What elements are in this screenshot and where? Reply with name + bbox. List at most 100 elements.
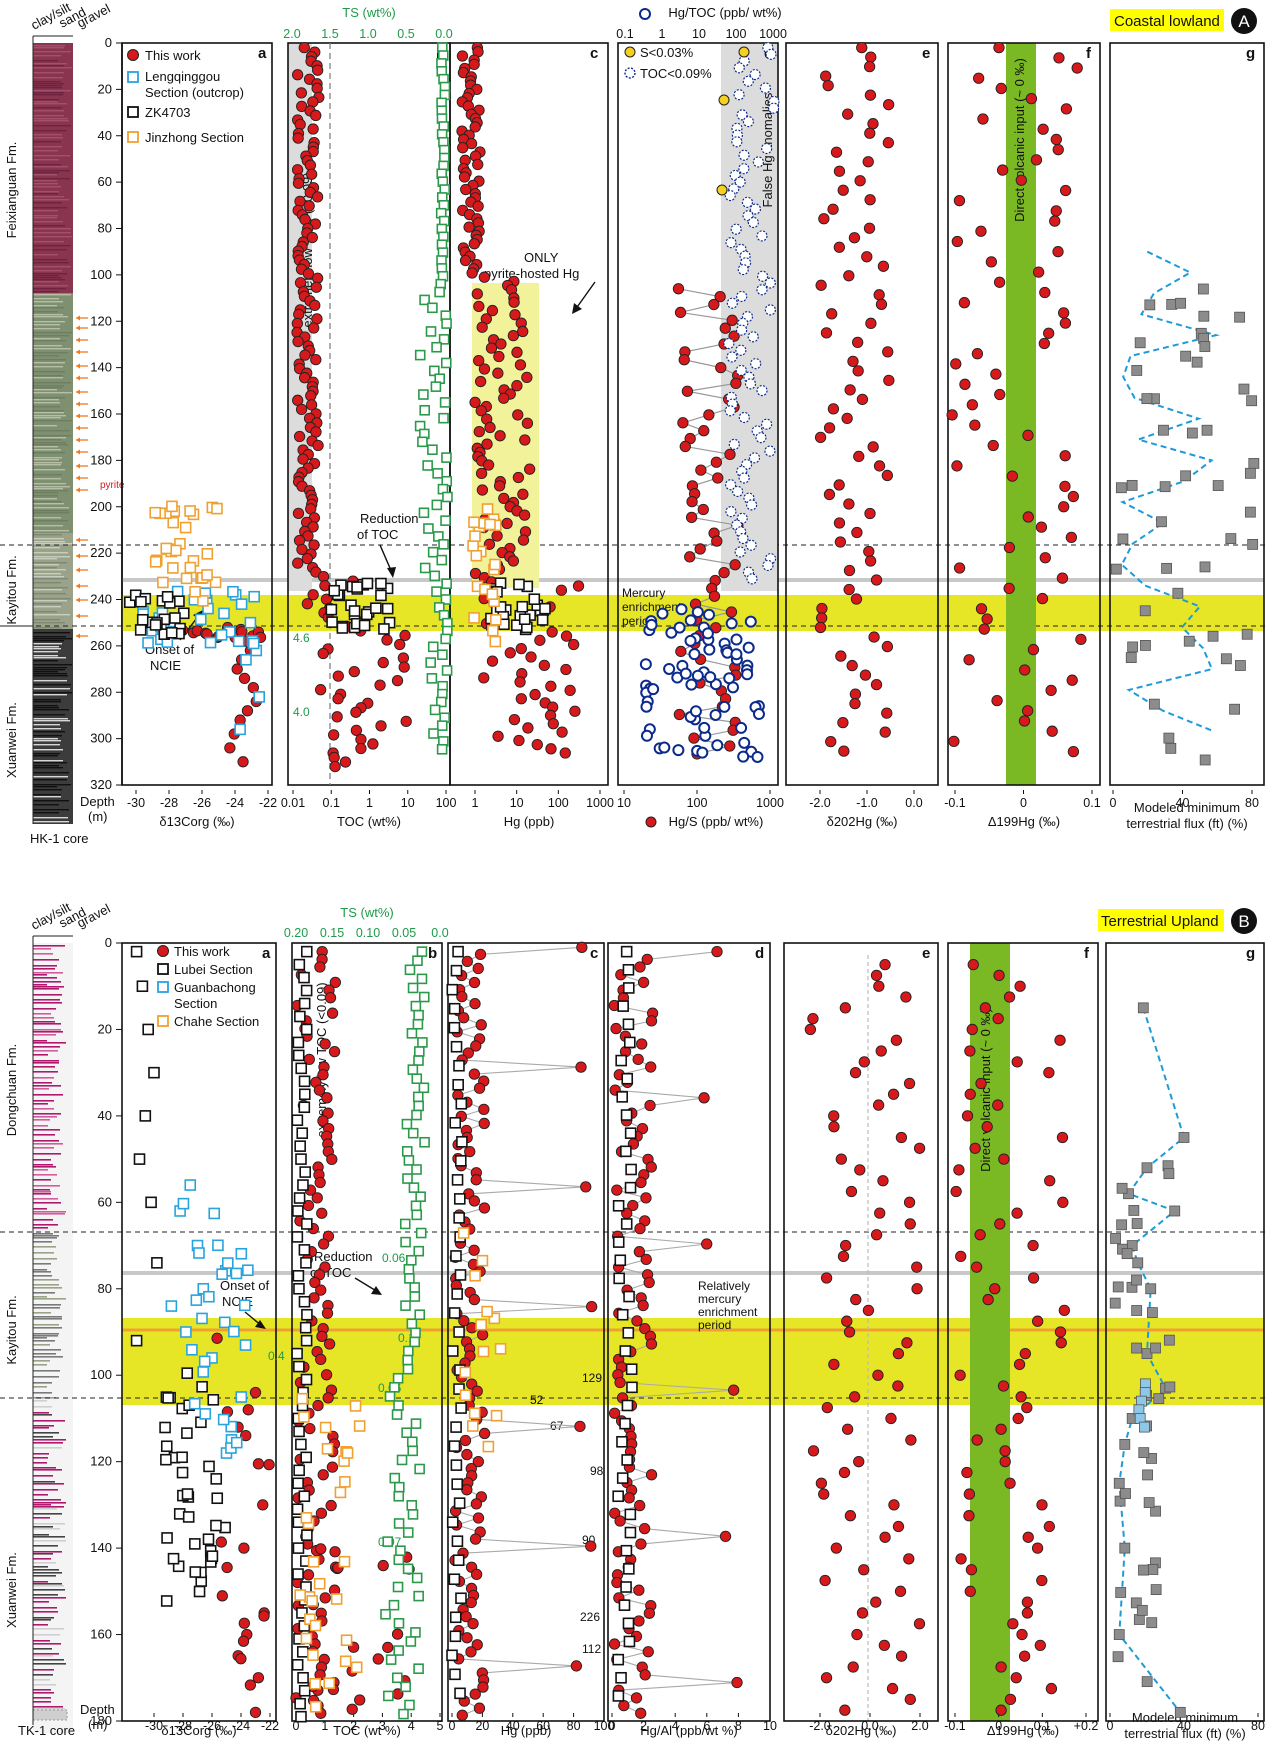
pt-a-d-toc73	[737, 532, 749, 545]
pt-a-c-108	[498, 492, 510, 505]
pt-a-d-23	[695, 464, 707, 476]
pt-a-b-158	[339, 756, 352, 768]
pt-a-f-1	[1053, 52, 1065, 64]
pt-b-f-12	[964, 1088, 976, 1100]
pt-a-d-toc28	[756, 230, 768, 242]
pt-a-g-4	[1191, 356, 1203, 368]
pt-b-f-8	[964, 1045, 976, 1057]
pt-a-b-155	[355, 742, 367, 755]
formation-dongchuan-b: Dongchuan Fm.	[4, 1044, 19, 1137]
pt-b-b-lb0	[300, 945, 313, 958]
pt-b-c-37	[478, 1202, 491, 1214]
legend-marker-s-low	[624, 46, 636, 58]
pt-a-zk-19	[149, 619, 162, 631]
pt-a-lq-9	[234, 723, 246, 736]
reduction-toc-a-1: Reduction	[360, 511, 419, 526]
pt-b-g-c1	[1153, 1393, 1165, 1405]
pt-b-c-70	[459, 1434, 472, 1447]
pt-a-ts-63	[438, 539, 449, 550]
pt-a-b-zk21	[351, 581, 363, 593]
panel-tag-b: B	[1238, 912, 1249, 931]
pt-a-g-11	[1165, 742, 1177, 754]
pt-b-d-lb36	[618, 1599, 631, 1611]
ts-top-tick-b-3: 0.05	[392, 926, 416, 940]
pt-a-e-41	[814, 431, 827, 444]
pt-b-a-c13	[244, 1679, 257, 1691]
pt-b-lb-0	[130, 945, 143, 958]
pt-b-ts-26	[408, 1182, 420, 1193]
pt-a-g-48	[1156, 516, 1167, 528]
pt-a-f-59	[1027, 643, 1040, 656]
pt-a-d-46	[675, 645, 687, 658]
pt-a-d-ring2	[639, 658, 652, 671]
pt-a-e-38	[827, 403, 840, 415]
pt-b-a-c2	[240, 1430, 252, 1442]
pt-a-a-3	[231, 663, 243, 675]
pt-a-zk-16	[165, 626, 178, 639]
pt-a-e-54	[864, 555, 877, 567]
pt-a-b-136	[377, 656, 389, 669]
pt-a-lq-3	[244, 616, 257, 629]
pt-a-d-ring49	[751, 750, 764, 763]
pt-b-b-41	[319, 1261, 331, 1273]
pt-b-b-lb59	[295, 1710, 307, 1723]
pt-b-d-90	[608, 1638, 621, 1650]
pt-b-c-33	[470, 1174, 482, 1186]
pt-b-a-7	[252, 1672, 265, 1684]
pt-b-a-c11	[258, 1610, 270, 1622]
pt-a-c-63	[486, 304, 499, 317]
pt-a-b-5	[311, 64, 324, 76]
pt-a-c-80	[474, 375, 487, 388]
pt-b-ts-32	[400, 1236, 411, 1248]
pt-b-lb-2	[142, 1023, 154, 1036]
pt-b-ts-44	[403, 1345, 414, 1357]
pt-b-b-lb25	[292, 1270, 305, 1282]
tick-b-a-4: -22	[261, 1719, 279, 1733]
pt-b-ts-30	[399, 1218, 411, 1230]
pt-a-b-79	[305, 399, 318, 411]
pt-a-e-72	[879, 726, 891, 738]
depth-tick-a-80: 80	[98, 221, 112, 236]
pt-a-c-84	[498, 392, 510, 404]
hg-enrich-b-3: enrichment	[698, 1305, 758, 1319]
pt-b-e-40	[848, 1391, 861, 1403]
hg-enrich-a-2: enrichment	[622, 600, 682, 614]
pt-a-d-ring54	[725, 617, 738, 630]
pt-a-c-71	[495, 338, 507, 350]
pt-b-c-0	[576, 941, 588, 953]
pt-b-c-lb39	[454, 1687, 466, 1700]
pt-b-g-c12	[1164, 1381, 1176, 1393]
pt-a-c-jz9	[467, 540, 479, 552]
pt-b-b-ch24	[319, 1421, 332, 1434]
pt-b-d-57	[728, 1384, 740, 1396]
pt-a-d-toc24	[749, 203, 762, 215]
pt-a-d-ring27	[647, 683, 660, 696]
pt-b-e-65	[847, 1661, 859, 1673]
plot-b-c-hg: c	[447, 942, 605, 1722]
pt-a-a-10	[224, 742, 236, 754]
tick-b-c-5: 100	[594, 1719, 615, 1733]
pt-a-e-19	[863, 222, 876, 234]
depth-tick-a-300: 300	[90, 731, 112, 746]
pt-b-b-ch6	[350, 1661, 363, 1674]
tick-b-c-1: 20	[475, 1719, 489, 1733]
pt-a-c-61	[508, 296, 520, 308]
pt-a-d-33	[694, 543, 706, 555]
pt-b-b-58	[322, 1392, 334, 1404]
pt-b-d-lb14	[612, 1199, 625, 1212]
pt-a-lq-c17	[247, 637, 260, 650]
pt-a-c-100	[482, 459, 495, 471]
pt-a-d-ring28	[703, 608, 716, 621]
pt-b-f-6	[966, 1023, 978, 1036]
pt-b-ts-55	[407, 1445, 419, 1457]
pt-a-d-toc29	[725, 237, 737, 249]
pt-a-f-15	[953, 195, 966, 207]
pt-a-f-14	[1059, 184, 1072, 197]
data-points-a	[123, 41, 1260, 773]
tick-a-c-3: 1000	[586, 796, 614, 810]
pt-a-f-4	[995, 82, 1007, 95]
pt-b-d-lb31	[624, 1508, 637, 1521]
pt-b-f-2	[1014, 980, 1026, 992]
pt-b-c-50	[468, 1293, 481, 1306]
pt-b-d-4	[637, 976, 650, 989]
